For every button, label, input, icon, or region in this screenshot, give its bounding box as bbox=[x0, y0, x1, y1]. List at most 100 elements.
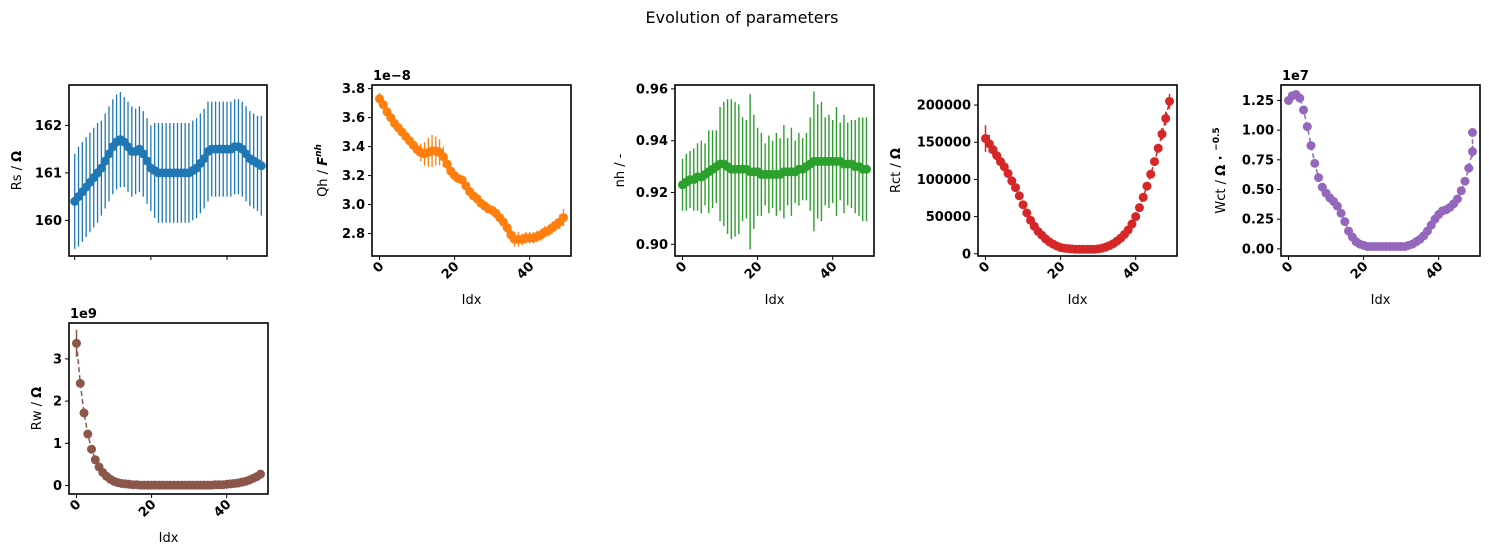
subplot-qh: 2.8 3.0 3.2 3.4 3.6 3.8 0 20 40 Idx Qh / Fnh 1e−8 bbox=[314, 69, 572, 308]
rs-point bbox=[104, 149, 114, 159]
wct-point bbox=[1299, 105, 1309, 115]
rs-point bbox=[256, 161, 266, 171]
wct-point bbox=[1295, 93, 1305, 103]
wct-axes-frame bbox=[1280, 84, 1481, 257]
wct-offset-text: 1e7 bbox=[1282, 69, 1309, 84]
nh-xtick-label: 40 bbox=[817, 259, 840, 282]
wct-point bbox=[1340, 217, 1350, 227]
nh-ytick-label: 0.90 bbox=[636, 238, 668, 253]
figure-title: Evolution of parameters bbox=[646, 8, 839, 27]
wct-ytick-label: 0.25 bbox=[1242, 213, 1274, 228]
qh-ytick-label: 3.2 bbox=[342, 169, 365, 184]
rct-point bbox=[999, 162, 1009, 172]
rw-ytick-label: 2 bbox=[53, 395, 62, 410]
nh-point bbox=[861, 164, 871, 174]
wct-point bbox=[1302, 122, 1312, 132]
nh-xtick-label: 20 bbox=[742, 259, 765, 282]
rw-point bbox=[79, 408, 89, 418]
rw-point bbox=[75, 378, 85, 388]
qh-xtick-label: 0 bbox=[370, 259, 387, 276]
nh-xtick-label: 0 bbox=[673, 259, 690, 276]
rw-point bbox=[87, 444, 97, 454]
qh-point bbox=[438, 152, 448, 162]
qh-offset-text: 1e−8 bbox=[373, 69, 411, 84]
qh-ytick-label: 3.4 bbox=[342, 140, 365, 155]
rct-point bbox=[1127, 219, 1137, 229]
rs-point bbox=[138, 149, 148, 159]
rw-offset-text: 1e9 bbox=[70, 307, 97, 322]
rs-ytick-label: 160 bbox=[35, 214, 62, 229]
wct-point bbox=[1456, 186, 1466, 196]
rct-xtick-label: 0 bbox=[976, 259, 993, 276]
wct-point bbox=[1460, 176, 1470, 186]
subplot-wct: 0.00 0.25 0.50 0.75 1.00 1.25 0 20 40 Idx Wct / Ω … bbox=[1212, 69, 1481, 308]
qh-xtick-label: 40 bbox=[514, 259, 537, 282]
rct-xtick-label: 20 bbox=[1045, 259, 1068, 282]
wct-point bbox=[1464, 163, 1474, 173]
nh-ylabel: nh / - bbox=[613, 153, 628, 187]
subplot-rs: 160 161 162 Rs / Ω bbox=[10, 84, 268, 260]
rct-point bbox=[1131, 212, 1141, 222]
qh-series bbox=[375, 92, 568, 247]
rw-ytick-label: 0 bbox=[53, 479, 62, 494]
rs-point bbox=[100, 156, 110, 166]
wct-point bbox=[1314, 173, 1324, 183]
rct-axes-frame bbox=[977, 84, 1178, 257]
rct-point bbox=[1149, 157, 1159, 167]
wct-xlabel: Idx bbox=[1371, 293, 1391, 308]
wct-xtick-label: 20 bbox=[1348, 259, 1371, 282]
qh-point bbox=[442, 159, 452, 169]
rct-point bbox=[1134, 203, 1144, 213]
rct-xlabel: Idx bbox=[1068, 293, 1088, 308]
rw-ytick-label: 1 bbox=[53, 437, 62, 452]
nh-ytick-label: 0.92 bbox=[636, 186, 668, 201]
rw-ylabel: Rw / Ω bbox=[30, 387, 45, 430]
qh-ylabel: Qh / Fnh bbox=[314, 144, 331, 197]
rw-point bbox=[90, 455, 100, 465]
rw-point bbox=[255, 469, 265, 479]
rct-ylabel: Rct / Ω bbox=[889, 148, 904, 193]
rct-series bbox=[981, 93, 1174, 254]
qh-xlabel: Idx bbox=[462, 293, 482, 308]
nh-ytick-label: 0.96 bbox=[636, 82, 668, 97]
nh-ytick-label: 0.94 bbox=[636, 134, 668, 149]
wct-point bbox=[1467, 147, 1477, 156]
qh-ytick-label: 2.8 bbox=[342, 227, 365, 242]
rs-axes-frame bbox=[68, 84, 268, 257]
subplot-rw: 0 1 2 3 0 20 40 Idx Rw / Ω 1e9 bbox=[30, 307, 269, 546]
rct-point bbox=[1164, 96, 1174, 106]
rw-xtick-label: 40 bbox=[211, 497, 234, 520]
rw-xlabel: Idx bbox=[159, 531, 179, 546]
rct-point bbox=[1153, 143, 1163, 153]
subplot-rct: 0 50000 100000 150000 200000 0 20 40 Idx Rct / Ω bbox=[889, 84, 1178, 308]
rs-series bbox=[70, 92, 266, 249]
wct-point bbox=[1467, 128, 1477, 137]
rs-point bbox=[96, 163, 106, 173]
rw-xtick-label: 20 bbox=[136, 497, 159, 520]
wct-point bbox=[1332, 201, 1342, 211]
wct-point bbox=[1336, 208, 1346, 218]
qh-axes-frame bbox=[371, 84, 572, 257]
wct-ytick-label: 0.00 bbox=[1242, 242, 1274, 257]
wct-ylabel: Wct / Ω · −0.5 bbox=[1212, 127, 1229, 213]
wct-xtick-label: 40 bbox=[1423, 259, 1446, 282]
rs-point bbox=[199, 154, 209, 164]
qh-ytick-label: 3.6 bbox=[342, 111, 365, 126]
qh-ytick-label: 3.0 bbox=[342, 198, 365, 213]
nh-xlabel: Idx bbox=[765, 293, 785, 308]
qh-xtick-label: 20 bbox=[439, 259, 462, 282]
rct-ytick-label: 100000 bbox=[917, 173, 971, 188]
rct-point bbox=[1146, 169, 1156, 179]
rct-point bbox=[1018, 200, 1028, 210]
nh-axes-frame bbox=[674, 84, 875, 257]
rw-xtick-label: 0 bbox=[67, 497, 84, 514]
rs-ylabel: Rs / Ω bbox=[10, 151, 25, 191]
qh-point bbox=[502, 223, 512, 233]
rct-point bbox=[1161, 113, 1171, 123]
rct-ytick-label: 200000 bbox=[917, 99, 971, 114]
wct-point bbox=[1306, 141, 1316, 151]
rct-ytick-label: 50000 bbox=[926, 210, 971, 225]
rct-ytick-label: 0 bbox=[962, 247, 971, 262]
